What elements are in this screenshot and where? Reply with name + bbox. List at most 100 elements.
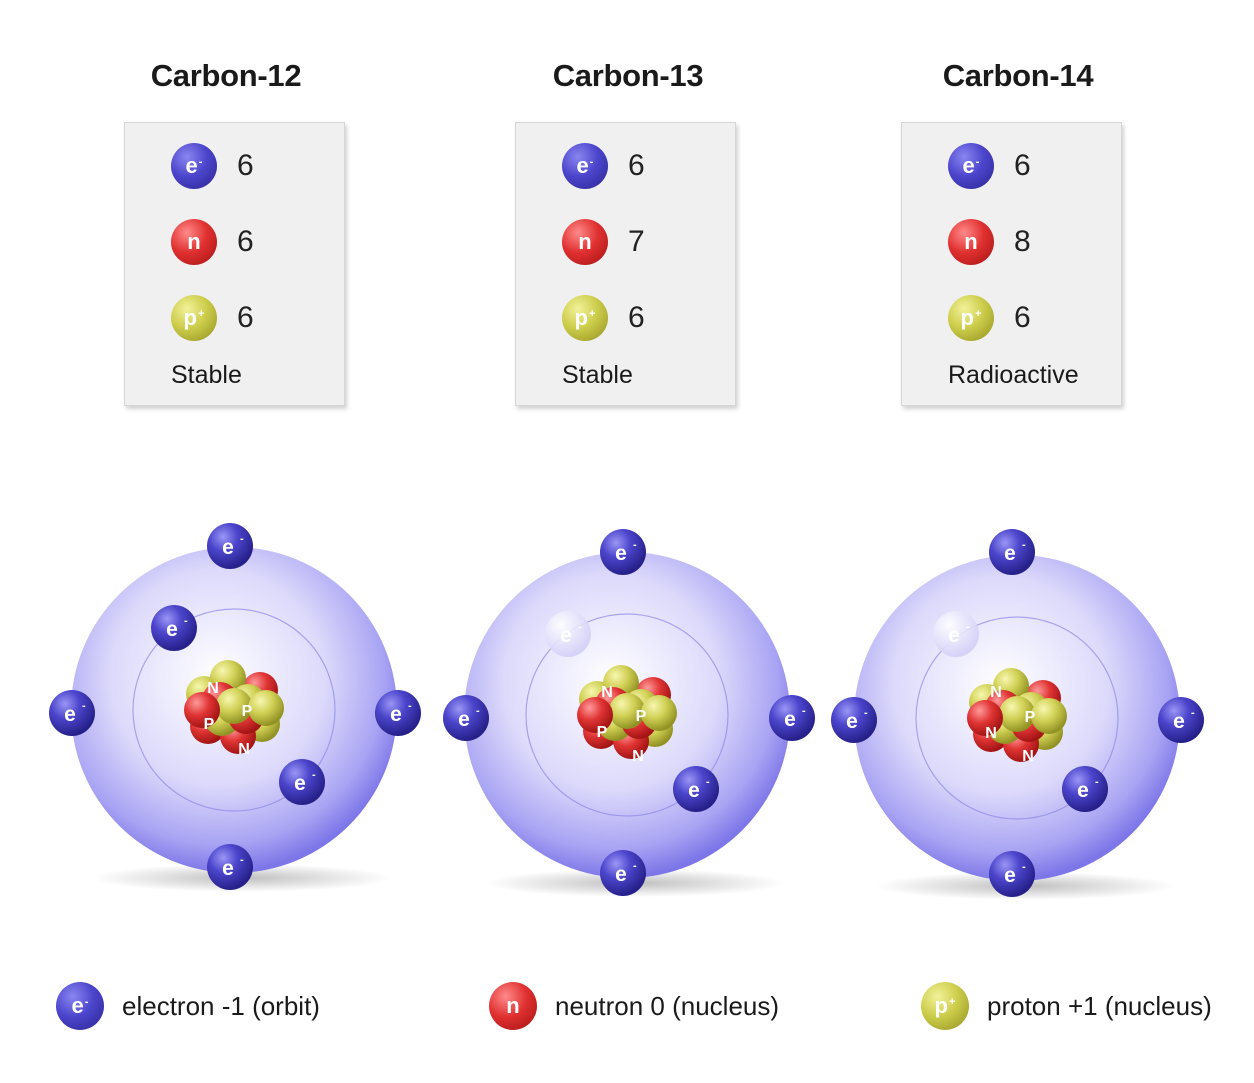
svg-text:e: e xyxy=(294,772,306,795)
svg-text:e: e xyxy=(615,542,627,565)
nucleus-label: P xyxy=(597,724,608,741)
isotope-title: Carbon-12 xyxy=(150,58,302,93)
svg-text:-: - xyxy=(184,615,188,627)
svg-text:-: - xyxy=(633,539,637,551)
electron: e- xyxy=(989,851,1035,897)
neutron-count-row: n 7 xyxy=(562,218,645,266)
svg-text:-: - xyxy=(240,854,244,866)
svg-text:e: e xyxy=(1004,864,1016,887)
electron: e- xyxy=(1062,766,1108,812)
electron-icon: e- xyxy=(948,143,994,189)
svg-text:e: e xyxy=(615,863,627,886)
nucleus-label: N xyxy=(1022,748,1034,765)
isotope-card-carbon-14: e- 6 n 8 p + 6 Radioactive xyxy=(901,122,1122,406)
proton-count: 6 xyxy=(237,301,254,334)
inner-orbit xyxy=(915,616,1119,820)
svg-text:e: e xyxy=(948,624,960,647)
svg-text:e: e xyxy=(222,536,234,559)
electron: e- xyxy=(151,605,197,651)
nucleus-label: N xyxy=(238,741,250,758)
proton-count-row: p + 6 xyxy=(948,294,1031,342)
neutron-count: 7 xyxy=(628,225,645,258)
electron: e- xyxy=(831,697,877,743)
legend-proton-label: proton +1 (nucleus) xyxy=(987,990,1212,1021)
neutron-count-row: n 6 xyxy=(171,218,254,266)
svg-text:e: e xyxy=(846,710,858,733)
nucleus: N P P N xyxy=(184,660,284,758)
electron-count-row: e- 6 xyxy=(171,142,254,190)
neutron-count-row: n 8 xyxy=(948,218,1031,266)
electron-count: 6 xyxy=(237,149,254,182)
electron: e- xyxy=(49,690,95,736)
nucleus: N P P N xyxy=(577,665,677,765)
isotope-card-carbon-12: e- 6 n 6 p + 6 Stable xyxy=(124,122,345,406)
electron: e- xyxy=(933,611,979,657)
svg-text:-: - xyxy=(578,621,582,633)
electron-count-row: e- 6 xyxy=(562,142,645,190)
inner-orbit xyxy=(525,613,729,817)
proton-count: 6 xyxy=(1014,301,1031,334)
inner-orbit xyxy=(132,608,336,812)
svg-text:e: e xyxy=(784,708,796,731)
stability-label: Stable xyxy=(562,361,633,389)
legend-neutron: n neutron 0 (nucleus) xyxy=(489,982,779,1030)
proton-count: 6 xyxy=(628,301,645,334)
svg-text:-: - xyxy=(1095,776,1099,788)
nucleus-label: N xyxy=(632,748,644,765)
electron-count: 6 xyxy=(1014,149,1031,182)
svg-text:e: e xyxy=(560,624,572,647)
electron: e- xyxy=(279,759,325,805)
electron-count-row: e- 6 xyxy=(948,142,1031,190)
proton-count-row: p + 6 xyxy=(562,294,645,342)
svg-text:e: e xyxy=(1173,710,1185,733)
svg-text:-: - xyxy=(312,769,316,781)
isotope-card-carbon-13: e- 6 n 7 p + 6 Stable xyxy=(515,122,736,406)
proton-count-row: p + 6 xyxy=(171,294,254,342)
electron: e- xyxy=(443,695,489,741)
svg-text:e: e xyxy=(64,703,76,726)
nucleus-label: N xyxy=(601,684,613,701)
electron-icon: e- xyxy=(171,143,217,189)
nucleus-label: P xyxy=(1025,709,1036,726)
legend-electron: e- electron -1 (orbit) xyxy=(56,982,320,1030)
nucleus-label: N xyxy=(207,680,219,697)
neutron-count: 8 xyxy=(1014,225,1031,258)
svg-text:-: - xyxy=(1022,861,1026,873)
svg-text:e: e xyxy=(166,618,178,641)
electron: e- xyxy=(989,529,1035,575)
legend-electron-label: electron -1 (orbit) xyxy=(122,990,320,1021)
svg-text:-: - xyxy=(240,533,244,545)
svg-text:e: e xyxy=(222,857,234,880)
electron: e- xyxy=(769,695,815,741)
neutron-icon: n xyxy=(948,219,994,265)
nucleus-label: P xyxy=(204,716,215,733)
svg-text:e: e xyxy=(390,703,402,726)
legend-proton: p + proton +1 (nucleus) xyxy=(921,982,1212,1030)
electron: e- xyxy=(600,529,646,575)
electron: e- xyxy=(1158,697,1204,743)
electron: e- xyxy=(600,850,646,896)
svg-text:-: - xyxy=(1191,707,1195,719)
proton-icon: p + xyxy=(171,295,217,341)
neutron-count: 6 xyxy=(237,225,254,258)
svg-text:-: - xyxy=(802,705,806,717)
svg-text:-: - xyxy=(1022,539,1026,551)
svg-text:-: - xyxy=(706,776,710,788)
electron: e- xyxy=(545,611,591,657)
isotope-title: Carbon-14 xyxy=(942,58,1094,93)
proton-icon: p + xyxy=(921,982,969,1030)
neutron-icon: n xyxy=(562,219,608,265)
electron-icon: e- xyxy=(56,982,104,1030)
svg-text:-: - xyxy=(633,860,637,872)
svg-text:-: - xyxy=(476,705,480,717)
svg-text:-: - xyxy=(408,700,412,712)
electron-icon: e- xyxy=(562,143,608,189)
svg-text:-: - xyxy=(82,700,86,712)
svg-text:e: e xyxy=(1004,542,1016,565)
electron: e- xyxy=(207,844,253,890)
electron: e- xyxy=(207,523,253,569)
nucleus-label: P xyxy=(636,708,647,725)
